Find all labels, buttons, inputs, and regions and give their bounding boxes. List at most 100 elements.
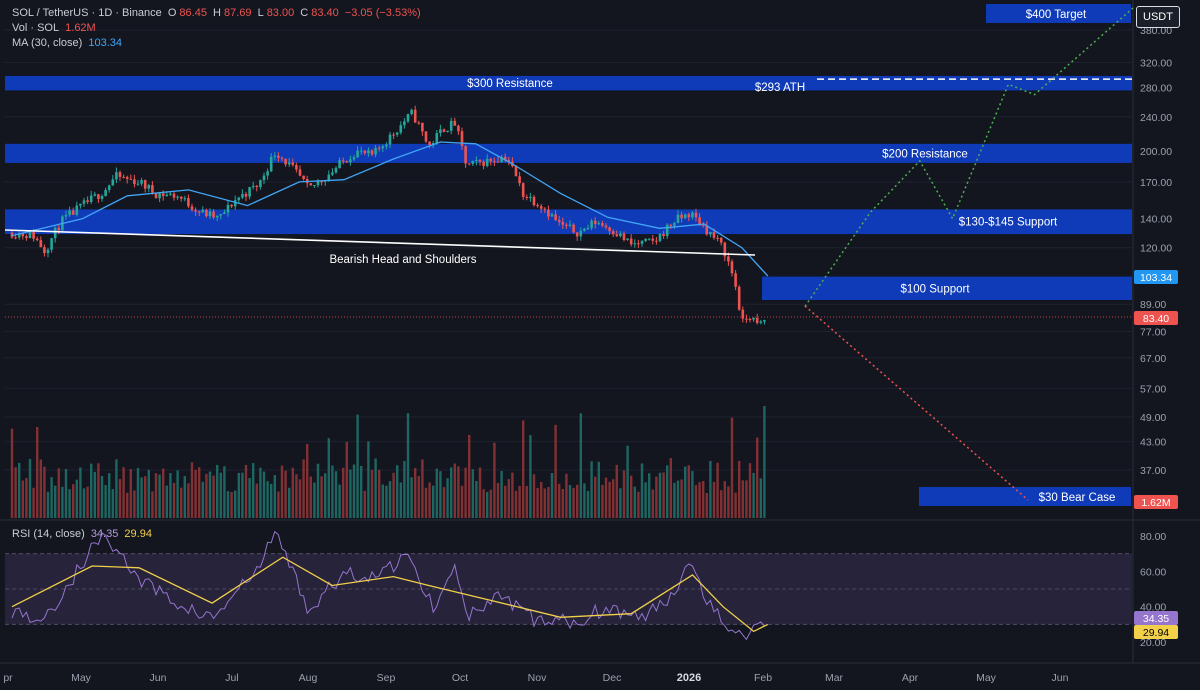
volume-bar: [392, 472, 395, 518]
candle-body: [187, 198, 190, 207]
ma-label: MA (30, close): [12, 37, 83, 49]
candle-body: [295, 164, 298, 170]
candle-body: [82, 200, 86, 204]
candle-body: [734, 273, 737, 287]
volume-bar: [212, 475, 215, 518]
candle-body: [43, 247, 46, 254]
volume-bar: [684, 466, 687, 518]
candle-body: [514, 166, 518, 177]
target-box: [986, 4, 1131, 23]
volume-bar: [421, 459, 424, 518]
volume-legend[interactable]: Vol · SOL 1.62M: [12, 21, 99, 35]
volume-bar: [410, 477, 413, 518]
candle-body: [75, 205, 79, 215]
candle-body: [669, 224, 673, 226]
candle-body: [266, 171, 269, 176]
candle-body: [277, 155, 280, 158]
volume-bar: [486, 491, 489, 518]
price-tick-label: 380.00: [1140, 25, 1172, 37]
volume-bar: [158, 474, 161, 518]
volume-bar: [464, 467, 467, 518]
candle-body: [338, 160, 341, 169]
volume-bar: [334, 471, 338, 518]
candle-body: [439, 129, 442, 134]
volume-bar: [86, 486, 89, 518]
volume-bar: [442, 487, 446, 518]
volume-bar: [133, 490, 136, 518]
candle-body: [388, 134, 392, 145]
volume-bar: [676, 480, 680, 518]
candle-body: [597, 223, 601, 225]
candle-body: [125, 176, 129, 179]
ma-legend[interactable]: MA (30, close) 103.34: [12, 36, 125, 50]
candle-body: [226, 204, 230, 213]
candle-body: [313, 185, 316, 187]
candle-body: [14, 237, 17, 239]
candle-body: [518, 176, 521, 184]
candle-body: [172, 193, 176, 198]
volume-bar: [266, 481, 269, 518]
volume-bar: [187, 483, 190, 518]
candle-body: [28, 232, 32, 239]
volume-bar: [507, 479, 510, 518]
candle-body: [421, 122, 424, 132]
volume-bar: [298, 479, 302, 518]
currency-button[interactable]: USDT: [1136, 6, 1180, 28]
volume-bar: [21, 480, 24, 518]
volume-bar: [741, 480, 744, 518]
candle-body: [464, 146, 467, 164]
candle-body: [471, 160, 475, 164]
candle-body: [475, 160, 478, 162]
candle-body: [273, 155, 277, 157]
volume-bar: [597, 461, 600, 518]
volume-bar: [756, 437, 759, 518]
volume-bar: [183, 476, 186, 518]
candle-body: [593, 220, 597, 224]
volume-bar: [302, 459, 305, 518]
volume-bar: [496, 483, 500, 518]
time-tick-label: May: [976, 672, 997, 684]
candle-body: [248, 187, 251, 197]
price-tick-label: 320.00: [1140, 57, 1172, 69]
volume-bar: [356, 414, 359, 518]
volume-bar: [619, 488, 622, 518]
rsi-legend[interactable]: RSI (14, close) 34.35 29.94: [12, 527, 155, 541]
candle-body: [122, 176, 125, 178]
volume-bar: [468, 434, 471, 518]
price-tick-label: 140.00: [1140, 214, 1172, 226]
volume-bar: [388, 481, 392, 518]
volume-bar: [237, 472, 240, 518]
volume-bar: [651, 489, 654, 518]
candle-body: [377, 147, 381, 149]
candle-body: [331, 172, 334, 175]
time-axis[interactable]: pr May Jun Jul Aug Sep Oct Nov Dec 2026 Feb Mar Apr M…: [3, 672, 1068, 684]
candle-body: [489, 158, 493, 162]
price-tags: 103.34 83.40 1.62M 34.35 29.94: [1134, 270, 1178, 639]
candle-body: [622, 233, 626, 240]
candle-body: [759, 321, 763, 323]
candle-body: [683, 214, 687, 219]
candle-body: [647, 238, 651, 240]
volume-bar: [284, 470, 287, 518]
rsi-tag-label: 34.35: [1143, 613, 1169, 625]
volume-bar: [705, 492, 708, 518]
volume-bar: [432, 485, 435, 518]
candle-body: [525, 196, 529, 198]
candle-body: [543, 208, 547, 210]
volume-bar: [349, 469, 352, 518]
candle-body: [316, 181, 320, 186]
volume-bar: [666, 465, 669, 518]
price-axis[interactable]: 380.00 320.00 280.00 240.00 200.00 170.00 140.…: [1140, 25, 1172, 649]
price-tick-label: 170.00: [1140, 177, 1172, 189]
volume-bar: [543, 488, 546, 518]
candle-body: [629, 238, 633, 245]
candle-body: [701, 225, 705, 227]
time-tick-label: Jun: [150, 672, 167, 684]
candle-body: [309, 183, 313, 186]
candle-body: [381, 146, 385, 149]
volume-bar: [122, 467, 125, 518]
candle-body: [586, 228, 590, 230]
symbol-title[interactable]: SOL / TetherUS · 1D · Binance: [12, 7, 162, 19]
volume-bar: [136, 467, 140, 518]
